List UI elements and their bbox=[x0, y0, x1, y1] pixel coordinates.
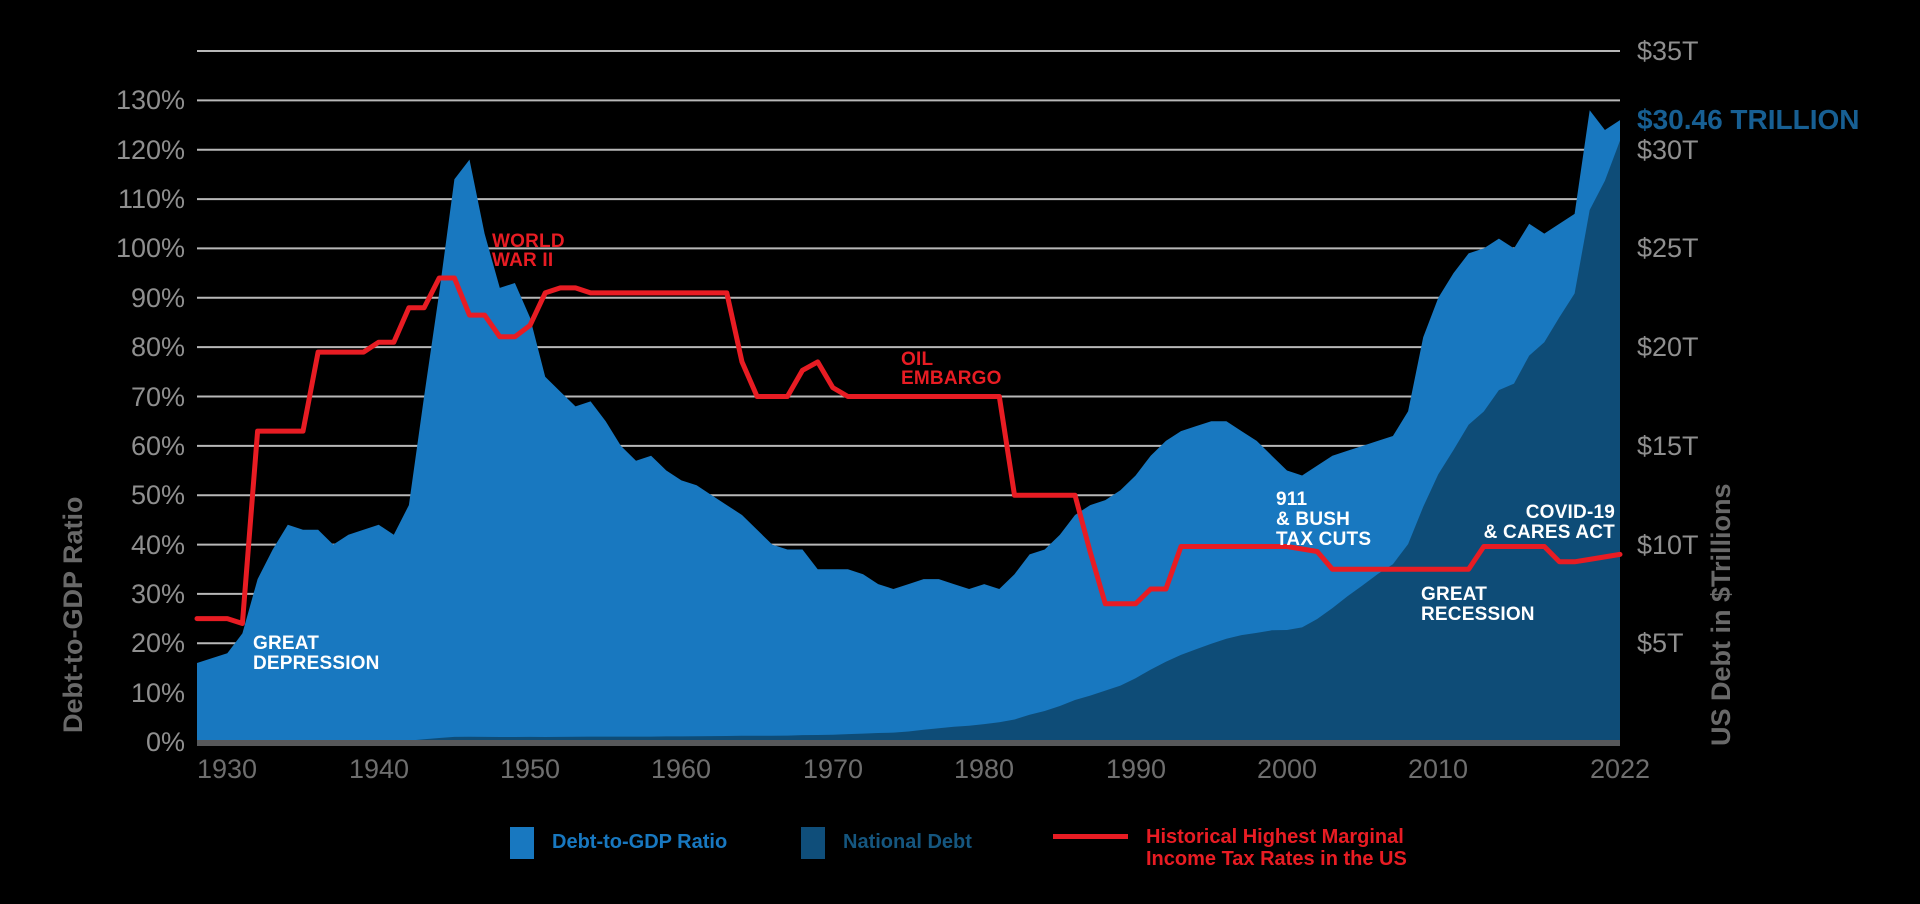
x-tick-1940: 1940 bbox=[348, 754, 410, 784]
annotation-oil-embargo: OIL EMBARGO bbox=[901, 349, 1002, 389]
right-tick-$5T: $5T bbox=[1637, 628, 1684, 658]
annotation-world-war-ii: WORLD WAR II bbox=[492, 231, 565, 271]
legend-swatch-debt-to-gdp bbox=[510, 827, 534, 859]
left-tick-60%: 60% bbox=[130, 431, 185, 461]
national-debt-area bbox=[197, 140, 1620, 743]
left-tick-40%: 40% bbox=[130, 530, 185, 560]
legend-label-national-debt: National Debt bbox=[843, 831, 972, 853]
legend-label-debt-to-gdp: Debt-to-GDP Ratio bbox=[552, 831, 728, 853]
left-tick-120%: 120% bbox=[115, 135, 185, 165]
annotation-great-recession: GREAT RECESSION bbox=[1421, 584, 1535, 625]
x-tick-2022: 2022 bbox=[1589, 754, 1651, 784]
left-axis-title: Debt-to-GDP Ratio bbox=[58, 496, 88, 734]
x-tick-1960: 1960 bbox=[650, 754, 712, 784]
x-tick-2010: 2010 bbox=[1407, 754, 1469, 784]
right-tick-$10T: $10T bbox=[1637, 530, 1699, 560]
debt-to-gdp-area bbox=[197, 110, 1620, 742]
left-tick-100%: 100% bbox=[115, 233, 185, 263]
right-tick-$25T: $25T bbox=[1637, 233, 1699, 263]
x-tick-1980: 1980 bbox=[953, 754, 1015, 784]
tax-rate-line bbox=[194, 275, 1623, 626]
left-tick-0%: 0% bbox=[145, 727, 185, 757]
legend-label-tax-rates: Historical Highest Marginal Income Tax R… bbox=[1146, 826, 1407, 870]
right-tick-$30T: $30T bbox=[1637, 135, 1699, 165]
left-tick-10%: 10% bbox=[130, 678, 185, 708]
legend-line-tax-rates bbox=[1053, 834, 1128, 839]
x-tick-2000: 2000 bbox=[1256, 754, 1318, 784]
x-tick-1930: 1930 bbox=[196, 754, 258, 784]
left-tick-80%: 80% bbox=[130, 332, 185, 362]
right-tick-$15T: $15T bbox=[1637, 431, 1699, 461]
legend-swatch-national-debt bbox=[801, 827, 825, 859]
left-tick-50%: 50% bbox=[130, 480, 185, 510]
x-tick-1970: 1970 bbox=[802, 754, 864, 784]
national-debt-callout: $30.46 TRILLION bbox=[1637, 104, 1860, 135]
left-tick-20%: 20% bbox=[130, 628, 185, 658]
right-tick-$35T: $35T bbox=[1637, 36, 1699, 66]
x-tick-1990: 1990 bbox=[1105, 754, 1167, 784]
left-tick-90%: 90% bbox=[130, 283, 185, 313]
left-tick-70%: 70% bbox=[130, 382, 185, 412]
annotation-911-bush-tax-cuts: 911 & BUSH TAX CUTS bbox=[1276, 489, 1372, 550]
right-axis-title: US Debt in $Trillions bbox=[1706, 483, 1736, 747]
annotation-great-depression: GREAT DEPRESSION bbox=[253, 633, 380, 674]
left-tick-110%: 110% bbox=[117, 184, 185, 214]
left-tick-30%: 30% bbox=[130, 579, 185, 609]
x-axis-baseline bbox=[197, 740, 1620, 746]
right-tick-$20T: $20T bbox=[1637, 332, 1699, 362]
left-tick-130%: 130% bbox=[115, 85, 185, 115]
x-tick-1950: 1950 bbox=[499, 754, 561, 784]
annotation-covid-cares-act: COVID-19 & CARES ACT bbox=[1483, 502, 1615, 543]
